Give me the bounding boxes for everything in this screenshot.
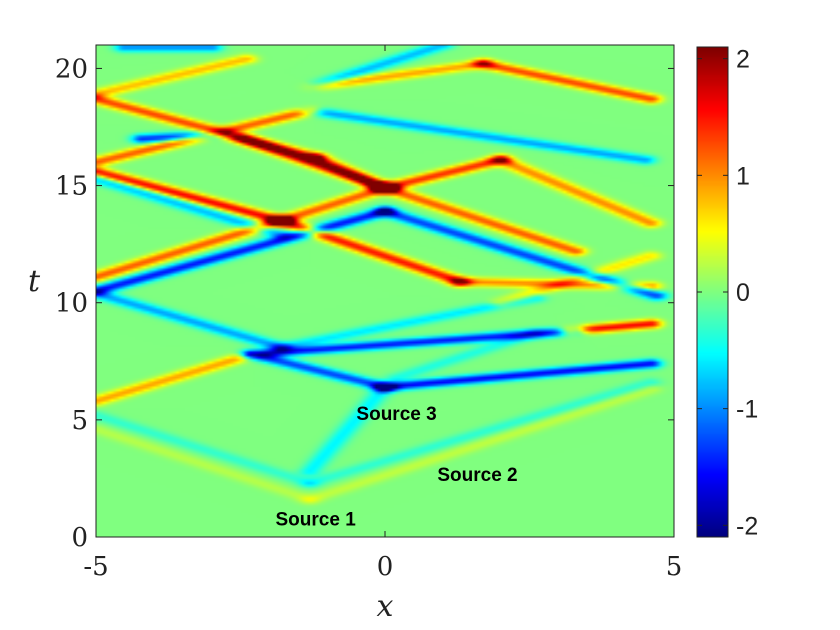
y-tick-label: 0 — [71, 523, 88, 553]
y-axis-ticks: 0 5 10 15 20 — [55, 54, 674, 553]
x-tick-label: 5 — [666, 552, 683, 582]
colorbar-tick-label: 0 — [736, 279, 750, 307]
colorbar-tick-label: 2 — [736, 46, 750, 74]
x-axis-label: x — [377, 589, 394, 624]
y-tick-label: 5 — [71, 406, 88, 436]
colorbar-ticks: -2 -1 0 1 2 — [697, 46, 758, 540]
y-tick-label: 10 — [55, 289, 88, 319]
source-label: Source 3 — [356, 404, 436, 425]
x-tick-label: 0 — [377, 552, 394, 582]
heatmap-image — [96, 45, 674, 537]
x-tick-label: -5 — [83, 552, 108, 582]
annotations: Source 1 Source 2 Source 3 — [276, 404, 518, 530]
colorbar-tick-label: -2 — [736, 512, 758, 540]
colorbar: -2 -1 0 1 2 — [696, 46, 758, 540]
colorbar-tick-label: 1 — [736, 162, 750, 190]
source-label: Source 2 — [437, 465, 517, 486]
x-axis-ticks: -5 0 5 — [83, 45, 682, 582]
colorbar-tick-label: -1 — [736, 396, 758, 424]
y-tick-label: 15 — [55, 172, 88, 202]
plot-area — [95, 44, 675, 538]
colorbar-gradient — [697, 47, 728, 537]
y-axis-label: t — [28, 264, 41, 299]
source-label: Source 1 — [276, 509, 357, 530]
y-tick-label: 20 — [55, 54, 88, 84]
